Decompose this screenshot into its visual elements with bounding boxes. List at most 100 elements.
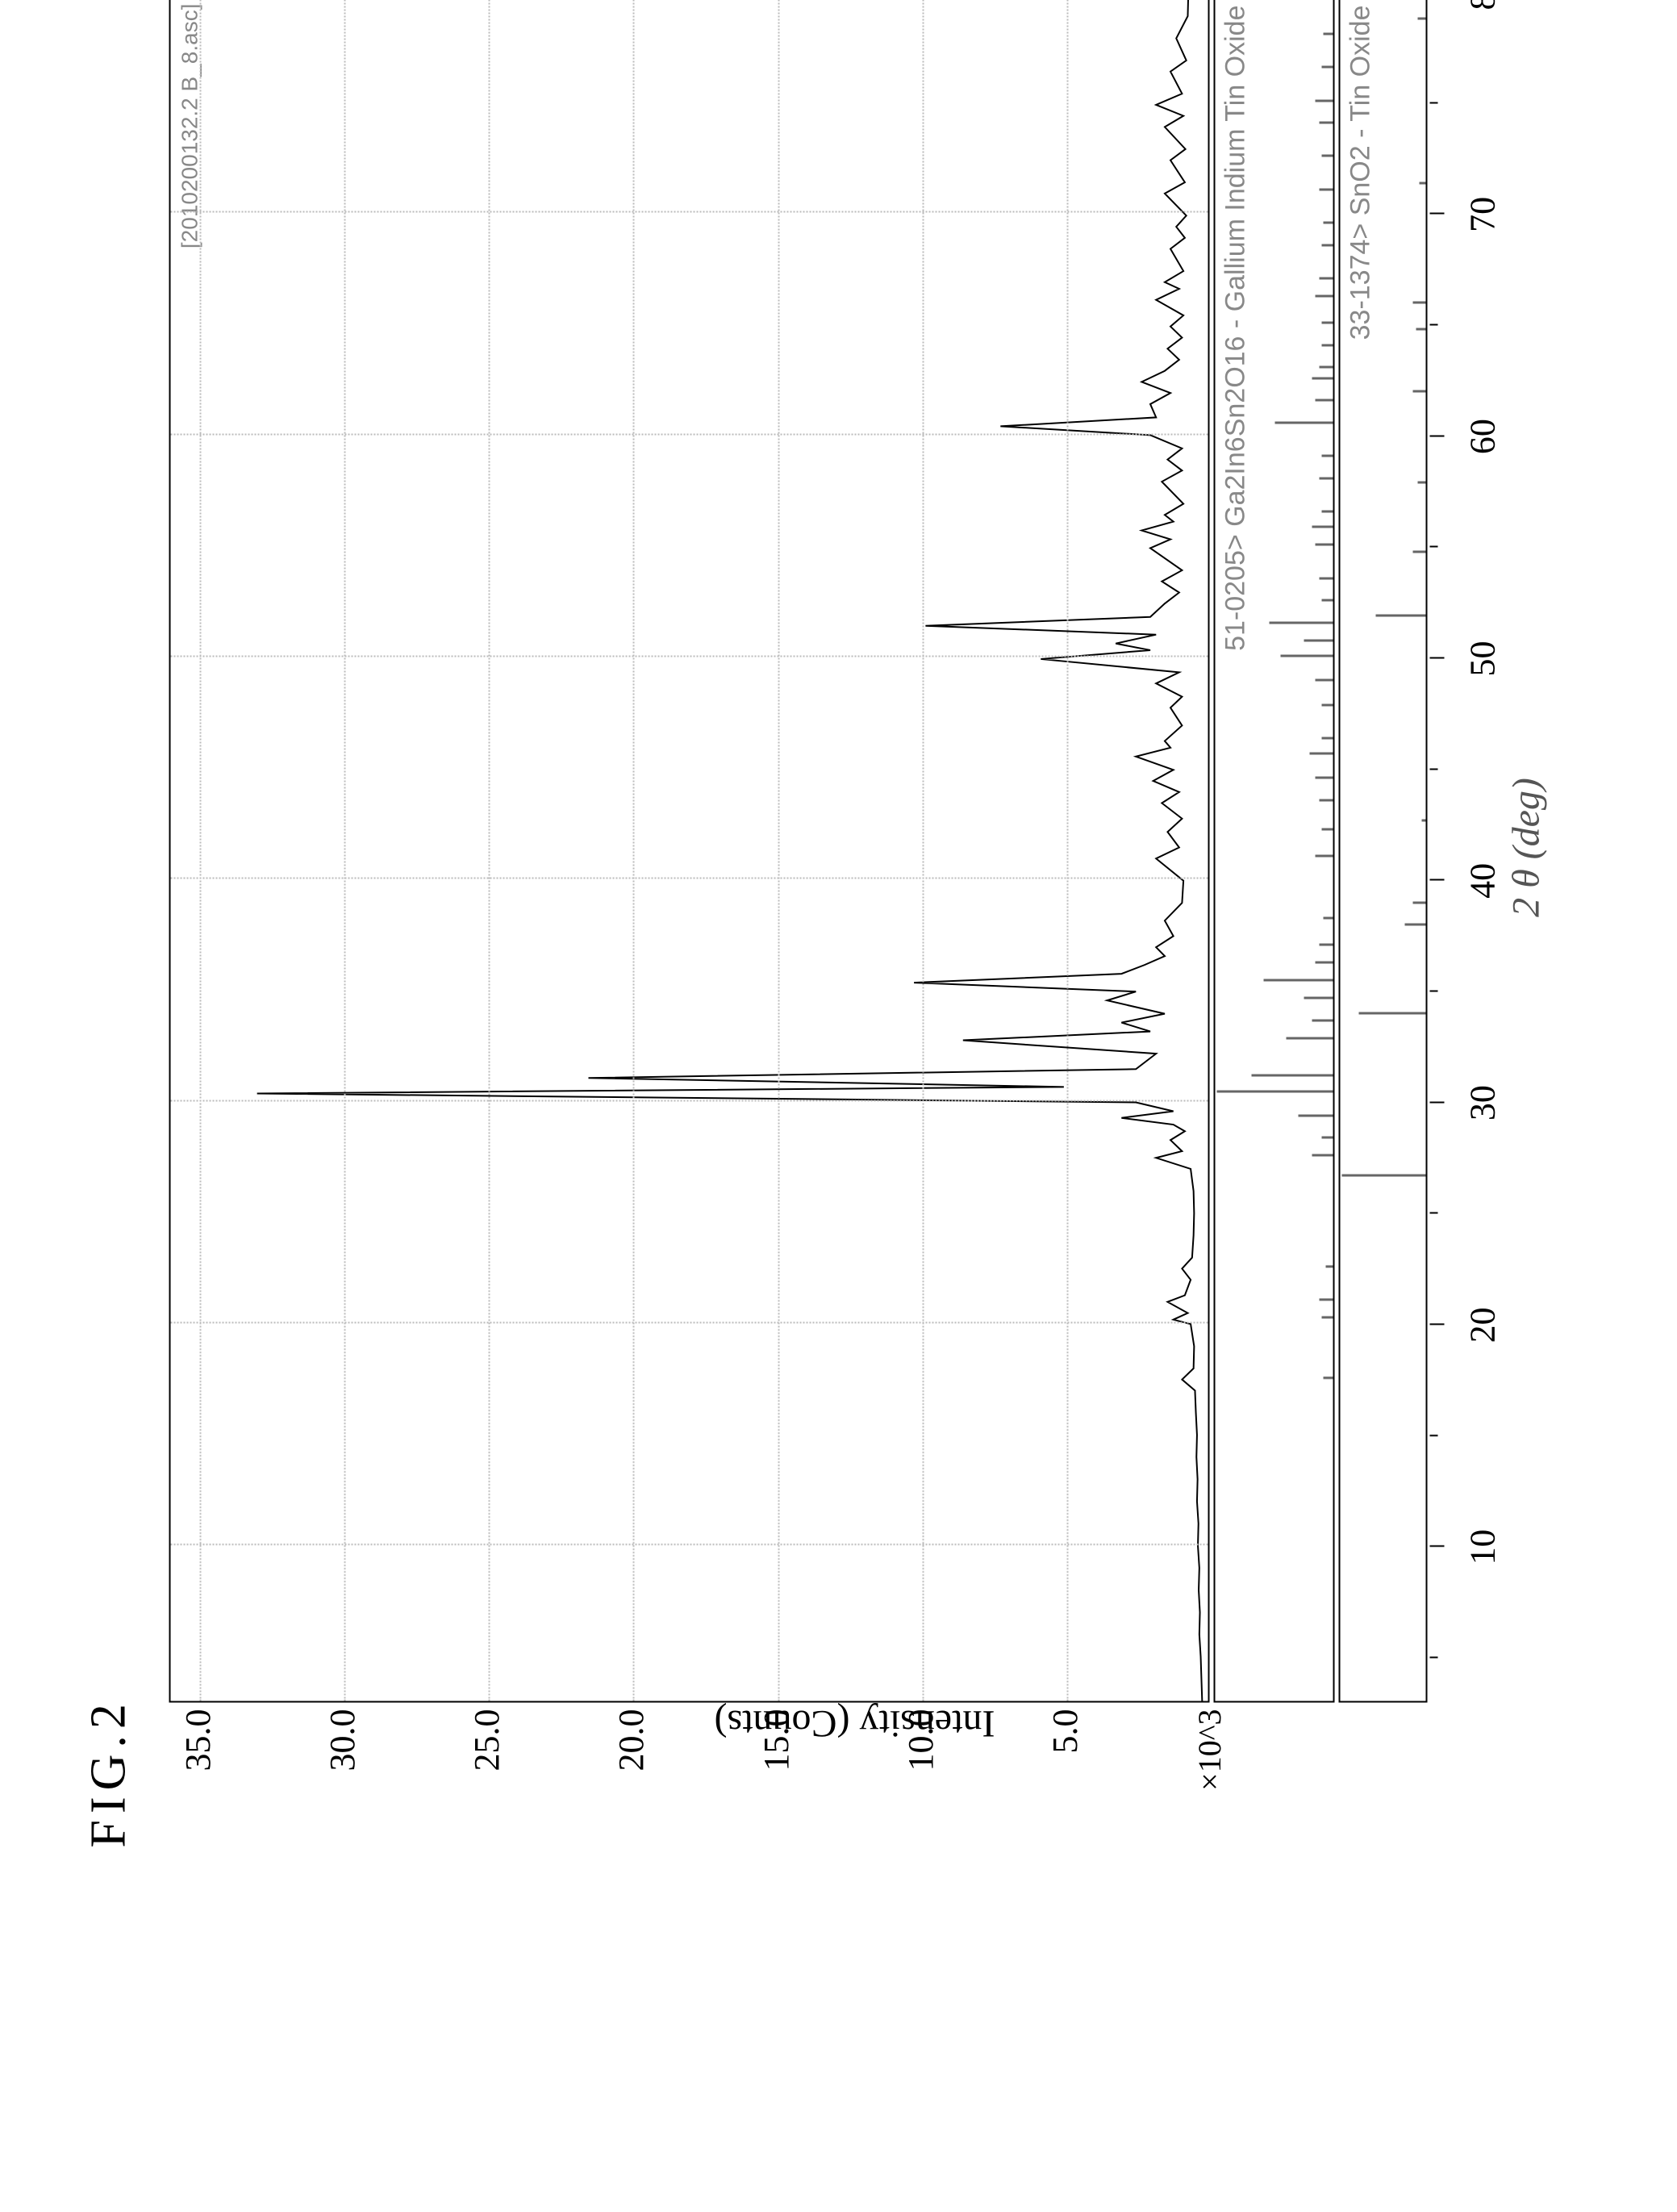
y-tick-label: 25.0 [466,1709,507,1772]
grid-v [171,878,1208,879]
ref-stick [1324,33,1333,35]
figure-label: FIG.2 [81,1697,138,1847]
y-multiplier: ×10^3 [1191,1709,1229,1791]
y-tick-label: 35.0 [177,1709,219,1772]
ref-stick [1319,799,1333,801]
ref-stick [1342,1175,1426,1177]
ref-stick [1319,577,1333,579]
x-tick-major [1430,657,1445,658]
ref-stick [1319,277,1333,279]
x-tick-label: 40 [1462,863,1504,899]
ref-stick [1319,366,1333,369]
ref-stick [1326,1266,1333,1268]
ref-stick [1321,244,1333,246]
ref-stick [1417,17,1425,19]
x-tick-major [1430,879,1445,881]
ref-stick [1298,1114,1333,1116]
x-tick-label: 80 [1462,0,1504,10]
ref-stick [1324,916,1333,919]
ref-stick [1321,828,1333,830]
ref-stick [1321,511,1333,513]
grid-h [199,0,201,1701]
ref-stick [1358,1012,1425,1015]
grid-h [489,0,490,1701]
x-tick-major [1430,1546,1445,1547]
grid-h [1066,0,1068,1701]
grid-h [922,0,924,1701]
ref-stick [1413,302,1426,304]
grid-v [171,655,1208,657]
x-tick-label: 30 [1462,1085,1504,1121]
ref-stick [1321,344,1333,346]
x-tick-area: 1020304050607080 [1430,0,1495,1703]
rotated-stage: FIG.2 Intensity (Counts) [2010200132.2 B… [73,268,1605,1945]
ref-stick [1417,482,1425,484]
grid-v [171,1100,1208,1101]
ref-stick [1319,1299,1333,1301]
ref-stick [1310,753,1333,755]
grid-h [778,0,779,1701]
ref-stick [1304,639,1333,641]
x-tick-minor [1430,324,1438,326]
ref-stick [1321,455,1333,457]
ref-stick [1275,421,1333,424]
ref-stick [1416,328,1425,331]
x-axis-label: 2 θ (deg) [1504,778,1549,917]
ref-stick [1263,979,1333,981]
x-tick-major [1430,1323,1445,1325]
ref-stick [1321,1317,1333,1319]
x-tick-minor [1430,1656,1438,1658]
x-tick-label: 70 [1462,197,1504,232]
ref-stick [1312,526,1333,528]
ref-stick [1287,1037,1333,1039]
ref-stick [1319,188,1333,190]
ref-stick [1321,322,1333,324]
ref-stick [1324,222,1333,224]
ref-stick [1312,1019,1333,1021]
ref-stick [1421,819,1425,821]
grid-v [171,1321,1208,1323]
x-tick-minor [1430,990,1438,991]
x-tick-minor [1430,1212,1438,1214]
x-tick-minor [1430,1434,1438,1436]
page: FIG.2 Intensity (Counts) [2010200132.2 B… [0,0,1677,2212]
ref-stick [1269,621,1333,624]
ref-stick [1316,961,1333,963]
ref-stick [1316,399,1333,402]
spectrum-svg [171,0,1208,1701]
ref-stick [1405,924,1426,926]
ref-stick [1319,943,1333,945]
ref-stick [1413,390,1426,393]
ref-stick [1316,854,1333,857]
xrd-main-plot: [2010200132.2 B_8.asc] [169,0,1210,1703]
ref-stick [1321,1137,1333,1139]
x-tick-label: 60 [1462,419,1504,454]
ref-stick [1321,599,1333,602]
x-tick-major [1430,1101,1445,1103]
ref-stick [1419,182,1425,184]
ref-stick [1312,1154,1333,1157]
x-tick-major [1430,213,1445,215]
ref-stick [1321,737,1333,739]
chart-wrapper: Intensity (Counts) [2010200132.2 B_8.asc… [169,0,1541,1848]
ref-stick [1413,550,1426,553]
x-tick-minor [1430,546,1438,548]
ref-stick [1316,679,1333,682]
grid-v [171,1544,1208,1546]
ref-stick [1316,294,1333,297]
ref1-label: 51-0205> Ga2In6Sn2O16 - Gallium Indium T… [1220,6,1252,651]
ref-stick [1312,377,1333,379]
ref-stick [1252,1075,1333,1077]
reference-panel-2: 33-1374> SnO2 - Tin Oxide [1339,0,1428,1703]
ref-stick [1321,66,1333,69]
ref-stick [1321,155,1333,157]
grid-h [633,0,635,1701]
ref-stick [1316,99,1333,102]
reference-panel-1: 51-0205> Ga2In6Sn2O16 - Gallium Indium T… [1214,0,1335,1703]
y-tick-label: 10.0 [900,1709,941,1772]
y-tick-label: 20.0 [611,1709,652,1772]
spectrum-line [257,0,1203,1701]
y-tick-label: 15.0 [756,1709,797,1772]
ref-stick [1304,996,1333,999]
ref2-label: 33-1374> SnO2 - Tin Oxide [1345,6,1377,340]
